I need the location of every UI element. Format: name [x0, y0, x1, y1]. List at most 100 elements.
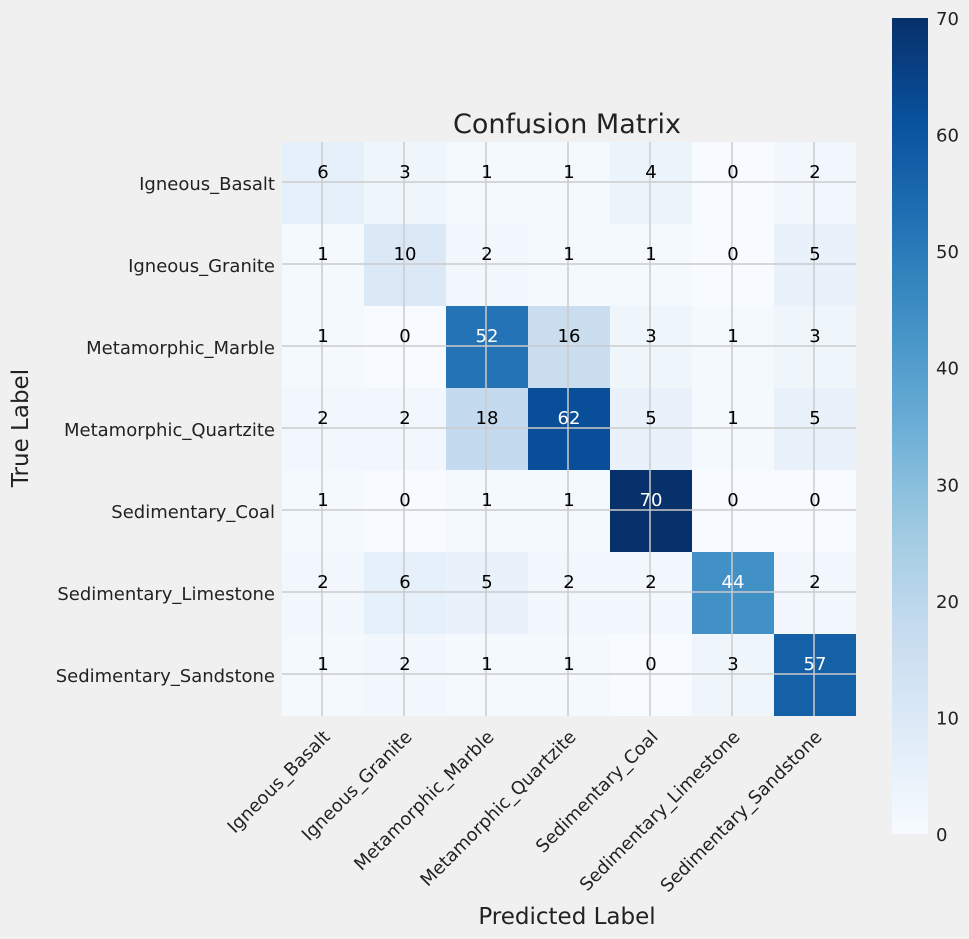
- heatmap-cell: [282, 634, 364, 716]
- colorbar: [892, 18, 928, 834]
- cell-value-label: 3: [727, 654, 738, 675]
- colorbar-tick-labels: 0 10 20 30 40 50 60 70: [936, 9, 959, 846]
- cell-value-label: 10: [394, 244, 417, 265]
- heatmap-cell: [610, 306, 692, 388]
- heatmap-cell: [364, 470, 446, 552]
- cell-value-label: 1: [727, 408, 738, 429]
- heatmap-cell: [774, 388, 856, 470]
- y-tick-label: Igneous_Basalt: [139, 174, 275, 195]
- heatmap-cell: [774, 306, 856, 388]
- cell-value-label: 2: [399, 654, 410, 675]
- heatmap-cell: [446, 470, 528, 552]
- x-tick-label: Metamorphic_Quartzite: [416, 727, 580, 891]
- colorbar-tick-label: 70: [936, 9, 959, 30]
- cell-value-label: 62: [558, 408, 581, 429]
- cell-value-label: 1: [727, 326, 738, 347]
- cell-value-label: 5: [809, 408, 820, 429]
- cell-value-label: 1: [317, 490, 328, 511]
- y-tick-label: Metamorphic_Quartzite: [64, 420, 275, 441]
- cell-value-label: 3: [645, 326, 656, 347]
- heatmap-cell: [774, 224, 856, 306]
- y-tick-label: Metamorphic_Marble: [86, 338, 275, 359]
- heatmap-cell: [528, 142, 610, 224]
- cell-value-label: 1: [563, 244, 574, 265]
- heatmap-cell: [692, 552, 774, 634]
- cell-value-label: 6: [399, 572, 410, 593]
- heatmap-cell: [610, 142, 692, 224]
- x-tick-label: Sedimentary_Limestone: [576, 727, 745, 896]
- cell-value-label: 52: [476, 326, 499, 347]
- cell-value-label: 16: [558, 326, 581, 347]
- colorbar-tick-label: 30: [936, 475, 959, 496]
- heatmap-cell: [364, 388, 446, 470]
- cell-value-label: 2: [317, 572, 328, 593]
- heatmap-cell: [446, 306, 528, 388]
- y-tick-labels: Igneous_Basalt Igneous_Granite Metamorphic…: [56, 174, 275, 687]
- x-axis-label: Predicted Label: [478, 904, 655, 930]
- heatmap-cells: [282, 142, 856, 716]
- cell-value-label: 70: [640, 490, 663, 511]
- heatmap-cell: [282, 224, 364, 306]
- heatmap-cell: [528, 470, 610, 552]
- y-axis-label: True Label: [8, 369, 34, 488]
- y-tick-label: Sedimentary_Coal: [111, 502, 275, 523]
- heatmap-cell: [692, 470, 774, 552]
- heatmap-cell: [774, 634, 856, 716]
- heatmap-cell: [610, 388, 692, 470]
- heatmap-cell: [364, 224, 446, 306]
- cell-value-label: 0: [809, 490, 820, 511]
- heatmap-cell: [446, 224, 528, 306]
- heatmap-cell: [692, 388, 774, 470]
- colorbar-tick-label: 60: [936, 126, 959, 147]
- cell-value-label: 1: [563, 490, 574, 511]
- cell-value-label: 1: [317, 654, 328, 675]
- cell-value-label: 3: [809, 326, 820, 347]
- cell-value-label: 57: [804, 654, 827, 675]
- y-tick-label: Sedimentary_Sandstone: [56, 666, 275, 687]
- x-tick-label: Sedimentary_Sandstone: [657, 727, 827, 897]
- heatmap-cell: [364, 306, 446, 388]
- chart-title: Confusion Matrix: [453, 109, 681, 140]
- heatmap-cell: [610, 470, 692, 552]
- cell-value-label: 1: [317, 244, 328, 265]
- cell-value-label: 5: [645, 408, 656, 429]
- colorbar-tick-label: 0: [936, 825, 947, 846]
- heatmap-cell: [364, 634, 446, 716]
- heatmap-cell: [692, 142, 774, 224]
- cell-value-label: 0: [399, 490, 410, 511]
- cell-value-label: 0: [399, 326, 410, 347]
- heatmap-cell: [282, 306, 364, 388]
- cell-value-label: 6: [317, 162, 328, 183]
- cell-value-label: 0: [727, 244, 738, 265]
- y-tick-label: Sedimentary_Limestone: [57, 584, 275, 605]
- heatmap-cell: [610, 552, 692, 634]
- heatmap-cell: [528, 388, 610, 470]
- heatmap-cell: [364, 552, 446, 634]
- colorbar-tick-label: 10: [936, 708, 959, 729]
- cell-value-label: 5: [809, 244, 820, 265]
- cell-value-label: 5: [481, 572, 492, 593]
- cell-value-label: 1: [481, 490, 492, 511]
- grid-lines: [282, 142, 856, 716]
- heatmap-cell: [282, 552, 364, 634]
- heatmap-cell: [282, 142, 364, 224]
- x-tick-labels: Igneous_BasaltIgneous_GraniteMetamorphic…: [224, 727, 827, 897]
- cell-value-label: 2: [645, 572, 656, 593]
- heatmap-cell: [528, 224, 610, 306]
- cell-value-label: 2: [563, 572, 574, 593]
- heatmap-cell: [282, 388, 364, 470]
- heatmap-cell: [282, 470, 364, 552]
- y-tick-label: Igneous_Granite: [128, 256, 275, 277]
- cell-value-label: 18: [476, 408, 499, 429]
- cell-value-label: 1: [645, 244, 656, 265]
- cell-value-label: 0: [727, 490, 738, 511]
- heatmap-cell: [774, 142, 856, 224]
- heatmap-cell: [774, 552, 856, 634]
- heatmap-cell: [692, 224, 774, 306]
- cell-value-label: 44: [722, 572, 745, 593]
- cell-value-label: 4: [645, 162, 656, 183]
- cell-value-label: 1: [563, 654, 574, 675]
- cell-value-label: 2: [399, 408, 410, 429]
- cell-value-labels: 6 3 1 1 4 0 21 10 2 1 1 0 51 0 52 16 3 1 32 2 18 62 5 1 51 0 1 1 70 0…: [317, 162, 826, 675]
